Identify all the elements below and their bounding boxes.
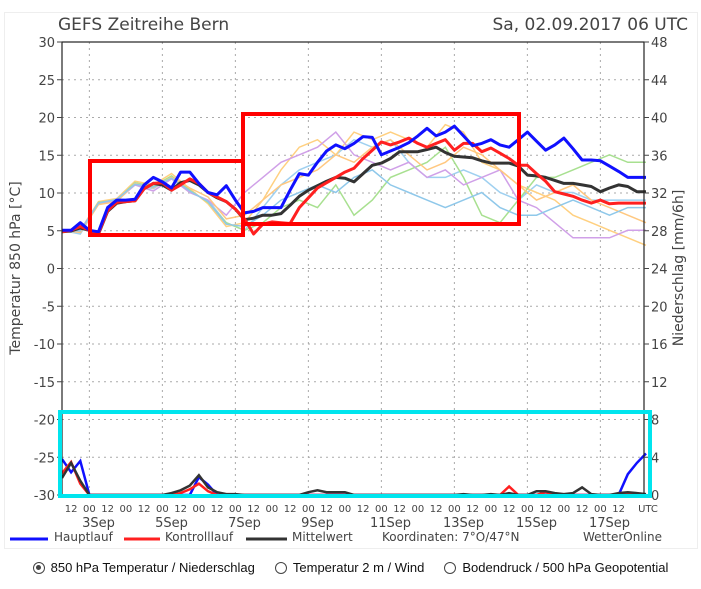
x-tick-label: 00 (375, 504, 388, 515)
day-label: 17Sep (589, 516, 630, 531)
x-tick-label: 12 (539, 504, 552, 515)
x-tick-label: 00 (266, 504, 279, 515)
x-tick-label: 00 (156, 504, 169, 515)
radio-icon[interactable] (444, 561, 457, 574)
x-tick-label: 12 (393, 504, 406, 515)
x-tick-label: 12 (320, 504, 333, 515)
y2-axis-label: Niederschlag [mm/6h] (671, 190, 687, 347)
y-tick-label: 20 (38, 112, 55, 127)
x-tick-label: 12 (138, 504, 151, 515)
y-tick-label: 5 (47, 225, 55, 240)
legend-mean: Mittelwert (292, 530, 353, 544)
option-label: Bodendruck / 500 hPa Geopotential (462, 560, 669, 575)
option-850hpa[interactable]: 850 hPa Temperatur / Niederschlag (32, 560, 255, 575)
y-tick-label: 10 (38, 187, 55, 202)
day-label: 11Sep (370, 516, 411, 531)
day-label: 7Sep (228, 516, 261, 531)
y-tick-label: -15 (34, 376, 55, 391)
day-label: 9Sep (301, 516, 334, 531)
x-tick-label: 00 (120, 504, 133, 515)
radio-icon[interactable] (274, 561, 287, 574)
y2-tick-label: 24 (651, 263, 668, 278)
ensemble-member-line (62, 131, 646, 239)
x-tick-label: 00 (339, 504, 352, 515)
y2-tick-label: 12 (651, 376, 668, 391)
y-tick-label: -25 (34, 451, 55, 466)
y2-tick-label: 4 (651, 451, 659, 466)
y2-tick-label: 20 (651, 300, 668, 315)
chart-type-options: 850 hPa Temperatur / Niederschlag Temper… (0, 560, 701, 575)
x-tick-label: 00 (229, 504, 242, 515)
plot-border (61, 41, 645, 496)
x-tick-label: 00 (193, 504, 206, 515)
x-tick-label: 00 (302, 504, 315, 515)
y-tick-label: 25 (38, 74, 55, 89)
brand: WetterOnline (583, 530, 662, 544)
x-unit-label: UTC (638, 504, 658, 515)
option-label: Temperatur 2 m / Wind (292, 560, 425, 575)
y2-tick-label: 16 (651, 338, 668, 353)
y2-tick-label: 8 (651, 414, 659, 429)
chart-title: GEFS Zeitreihe Bern (58, 15, 229, 35)
y2-tick-label: 44 (651, 74, 668, 89)
run-time: Sa, 02.09.2017 06 UTC (493, 15, 689, 35)
x-tick-label: 12 (65, 504, 78, 515)
x-tick-label: 00 (412, 504, 425, 515)
x-tick-label: 00 (485, 504, 498, 515)
x-tick-label: 00 (448, 504, 461, 515)
y-tick-label: -5 (42, 300, 55, 315)
y-tick-label: 30 (38, 36, 55, 51)
y-tick-label: 0 (47, 263, 55, 278)
chart-frame (4, 12, 698, 549)
option-pressure[interactable]: Bodendruck / 500 hPa Geopotential (444, 560, 668, 575)
x-tick-label: 12 (503, 504, 516, 515)
highlight-box-mid (241, 112, 521, 226)
x-tick-label: 00 (594, 504, 607, 515)
y2-tick-label: 0 (651, 489, 659, 504)
y2-tick-label: 40 (651, 112, 668, 127)
option-temp2m[interactable]: Temperatur 2 m / Wind (274, 560, 425, 575)
option-label: 850 hPa Temperatur / Niederschlag (50, 560, 255, 575)
day-label: 5Sep (155, 516, 188, 531)
y-axis-label: Temperatur 850 hPa [°C] (8, 181, 24, 355)
temperature-line-control (61, 136, 646, 236)
x-tick-label: 12 (101, 504, 114, 515)
y-tick-label: -10 (34, 338, 55, 353)
y-tick-label: -20 (34, 414, 55, 429)
x-tick-label: 12 (430, 504, 443, 515)
legend-control: Kontrolllauf (165, 530, 234, 544)
temperature-line-main (62, 124, 646, 234)
gefs-chart: GEFS Zeitreihe Bern Sa, 02.09.2017 06 UT… (8, 15, 689, 544)
y2-tick-label: 36 (651, 149, 668, 164)
coordinates: Koordinaten: 7°O/47°N (382, 530, 520, 544)
precip-line-main (60, 452, 647, 497)
x-tick-label: 12 (357, 504, 370, 515)
x-tick-label: 12 (211, 504, 224, 515)
y2-tick-label: 28 (651, 225, 668, 240)
legend-main: Hauptlauf (54, 530, 114, 544)
day-label: 13Sep (443, 516, 484, 531)
x-tick-label: 12 (247, 504, 260, 515)
precip-line-control (61, 459, 646, 497)
y2-tick-label: 32 (651, 187, 668, 202)
x-tick-label: 12 (466, 504, 479, 515)
x-tick-label: 00 (558, 504, 571, 515)
y-tick-label: 15 (38, 149, 55, 164)
x-tick-label: 00 (83, 504, 96, 515)
day-label: 3Sep (82, 516, 115, 531)
day-label: 15Sep (516, 516, 557, 531)
x-tick-label: 12 (284, 504, 297, 515)
radio-icon-selected[interactable] (32, 561, 45, 574)
legend: Hauptlauf Kontrolllauf Mittelwert Koordi… (10, 530, 662, 544)
x-tick-label: 00 (521, 504, 534, 515)
precip-line-mean (60, 460, 647, 497)
y2-tick-label: 48 (651, 36, 668, 51)
y-tick-label: -30 (34, 489, 55, 504)
highlight-box-precip (58, 410, 652, 498)
x-tick-label: 12 (576, 504, 589, 515)
x-tick-label: 12 (612, 504, 625, 515)
x-tick-label: 12 (174, 504, 187, 515)
